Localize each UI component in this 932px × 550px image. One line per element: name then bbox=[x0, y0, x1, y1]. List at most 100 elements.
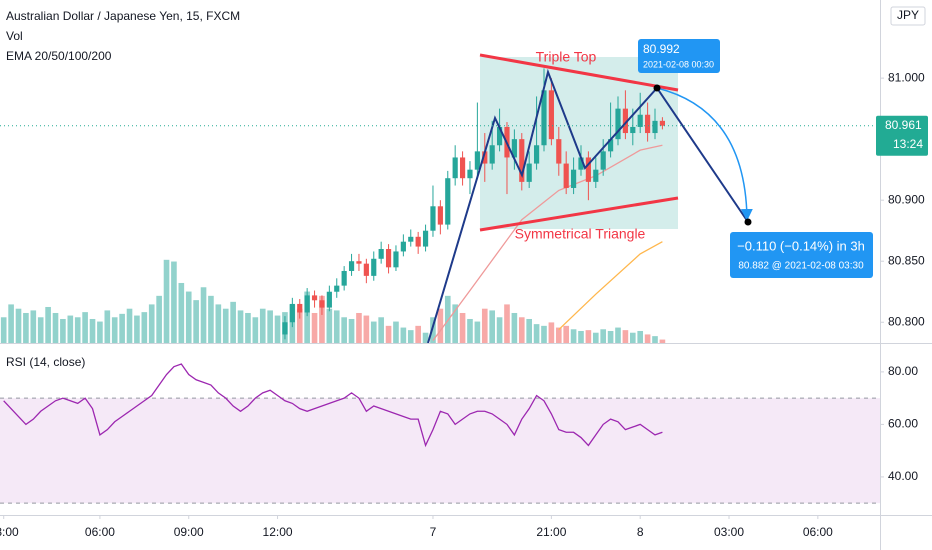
volume-bar bbox=[481, 308, 488, 343]
volume-bar bbox=[570, 329, 577, 343]
volume-bar bbox=[8, 304, 14, 343]
volume-bar bbox=[533, 324, 540, 343]
y-tick-label: 80.800 bbox=[888, 314, 925, 328]
volume-bar bbox=[585, 330, 592, 343]
y-tick-label: 81.000 bbox=[888, 70, 925, 84]
last-price-label: 80.961 bbox=[885, 118, 922, 132]
volume-bar bbox=[526, 318, 532, 343]
target-box bbox=[730, 232, 873, 278]
volume-bar bbox=[444, 295, 451, 343]
symbol-title: Australian Dollar / Japanese Yen, 15, FX… bbox=[6, 9, 240, 23]
candle-body bbox=[511, 139, 517, 158]
currency[interactable]: JPY bbox=[897, 8, 919, 22]
candle-body bbox=[622, 108, 628, 134]
volume-bar bbox=[274, 315, 281, 343]
x-tick-label: 21:00 bbox=[536, 525, 566, 539]
pattern-label: Symmetrical Triangle bbox=[515, 226, 646, 242]
rsi-band bbox=[0, 398, 880, 504]
candle-body bbox=[326, 291, 332, 308]
pattern-label: Triple Top bbox=[536, 49, 597, 65]
volume-bar bbox=[104, 310, 111, 343]
volume-bar bbox=[592, 332, 599, 343]
volume-bar bbox=[74, 317, 81, 343]
volume-bar bbox=[333, 310, 340, 343]
rsi-layer bbox=[0, 363, 880, 504]
start-box bbox=[638, 39, 720, 73]
volume-bar bbox=[296, 308, 303, 343]
volume-bar bbox=[89, 318, 96, 343]
rsi-tick-label: 80.00 bbox=[888, 364, 918, 378]
volume-bar bbox=[407, 330, 414, 343]
candle-body bbox=[282, 322, 288, 335]
x-tick-label: 03:00 bbox=[714, 525, 744, 539]
volume-bar bbox=[215, 304, 222, 343]
volume-bar bbox=[548, 322, 555, 343]
x-tick-label: 06:00 bbox=[85, 525, 115, 539]
volume-bar bbox=[341, 317, 347, 343]
candle-body bbox=[445, 178, 451, 225]
volume-bar bbox=[496, 317, 503, 343]
candle-body bbox=[304, 295, 310, 313]
candle-body bbox=[393, 251, 399, 268]
candle-body bbox=[311, 295, 318, 301]
candle-body bbox=[571, 169, 577, 188]
volume-bar bbox=[659, 339, 666, 343]
volume-bar bbox=[541, 325, 547, 343]
projection-end bbox=[744, 218, 752, 226]
candle-body bbox=[526, 163, 532, 182]
volume-bar bbox=[356, 312, 362, 343]
currency-box[interactable] bbox=[890, 6, 926, 26]
candle-body bbox=[556, 139, 562, 164]
countdown: 13:24 bbox=[893, 137, 923, 151]
candle-body bbox=[548, 90, 554, 140]
volume-bar bbox=[370, 321, 377, 343]
volume-bar bbox=[97, 321, 103, 343]
projection-arrow bbox=[656, 87, 753, 221]
volume-bar bbox=[518, 317, 525, 343]
candle-body bbox=[645, 114, 651, 134]
volume-bar bbox=[67, 315, 74, 343]
candle-body bbox=[289, 303, 295, 323]
volume-bar bbox=[311, 312, 318, 343]
start-time: 2021-02-08 00:30 bbox=[643, 59, 714, 69]
rsi-tick-label: 60.00 bbox=[888, 417, 918, 431]
volume-bar bbox=[45, 306, 51, 343]
volume-bar bbox=[304, 291, 310, 343]
volume-bar bbox=[511, 312, 518, 343]
last-price-box bbox=[876, 115, 928, 156]
candle-body bbox=[400, 241, 406, 252]
volume-bar bbox=[23, 312, 29, 343]
ema-label: EMA 20/50/100/200 bbox=[6, 49, 112, 63]
candle-body bbox=[452, 157, 458, 179]
volume-bar bbox=[163, 259, 170, 343]
volume-bar bbox=[200, 287, 207, 343]
candle-body bbox=[356, 261, 362, 264]
candle-body bbox=[652, 120, 658, 134]
candle-body bbox=[630, 126, 636, 134]
volume-bar bbox=[348, 318, 355, 343]
candle-body bbox=[334, 285, 340, 292]
volume-bar bbox=[37, 317, 44, 343]
volume-bar bbox=[400, 327, 407, 343]
target-price-time: 80.882 @ 2021-02-08 03:30 bbox=[738, 261, 864, 272]
candle-body bbox=[637, 114, 643, 127]
volume-label: Vol bbox=[6, 29, 23, 43]
x-tick-label: 7 bbox=[430, 525, 437, 539]
candle-body bbox=[541, 90, 547, 146]
candle-body bbox=[415, 236, 421, 247]
volume-bar bbox=[237, 310, 244, 343]
volume-bar bbox=[245, 312, 251, 343]
volume-bar bbox=[252, 317, 259, 343]
x-tick-label: 06:00 bbox=[803, 525, 833, 539]
y-tick-label: 80.900 bbox=[888, 192, 925, 206]
candle-body bbox=[496, 126, 503, 146]
axes: 81.000 80.900 80.850 80.800 80.961 13:24 80.00… bbox=[0, 70, 928, 539]
volume-bar bbox=[452, 304, 458, 343]
target-change: −0.110 (−0.14%) in 3h bbox=[737, 238, 865, 253]
candle-body bbox=[459, 157, 466, 179]
volume-bar bbox=[111, 317, 118, 343]
candle-body bbox=[533, 145, 540, 164]
volume-bar bbox=[171, 261, 177, 343]
volume-bar bbox=[15, 308, 22, 343]
candle-body bbox=[422, 230, 429, 247]
